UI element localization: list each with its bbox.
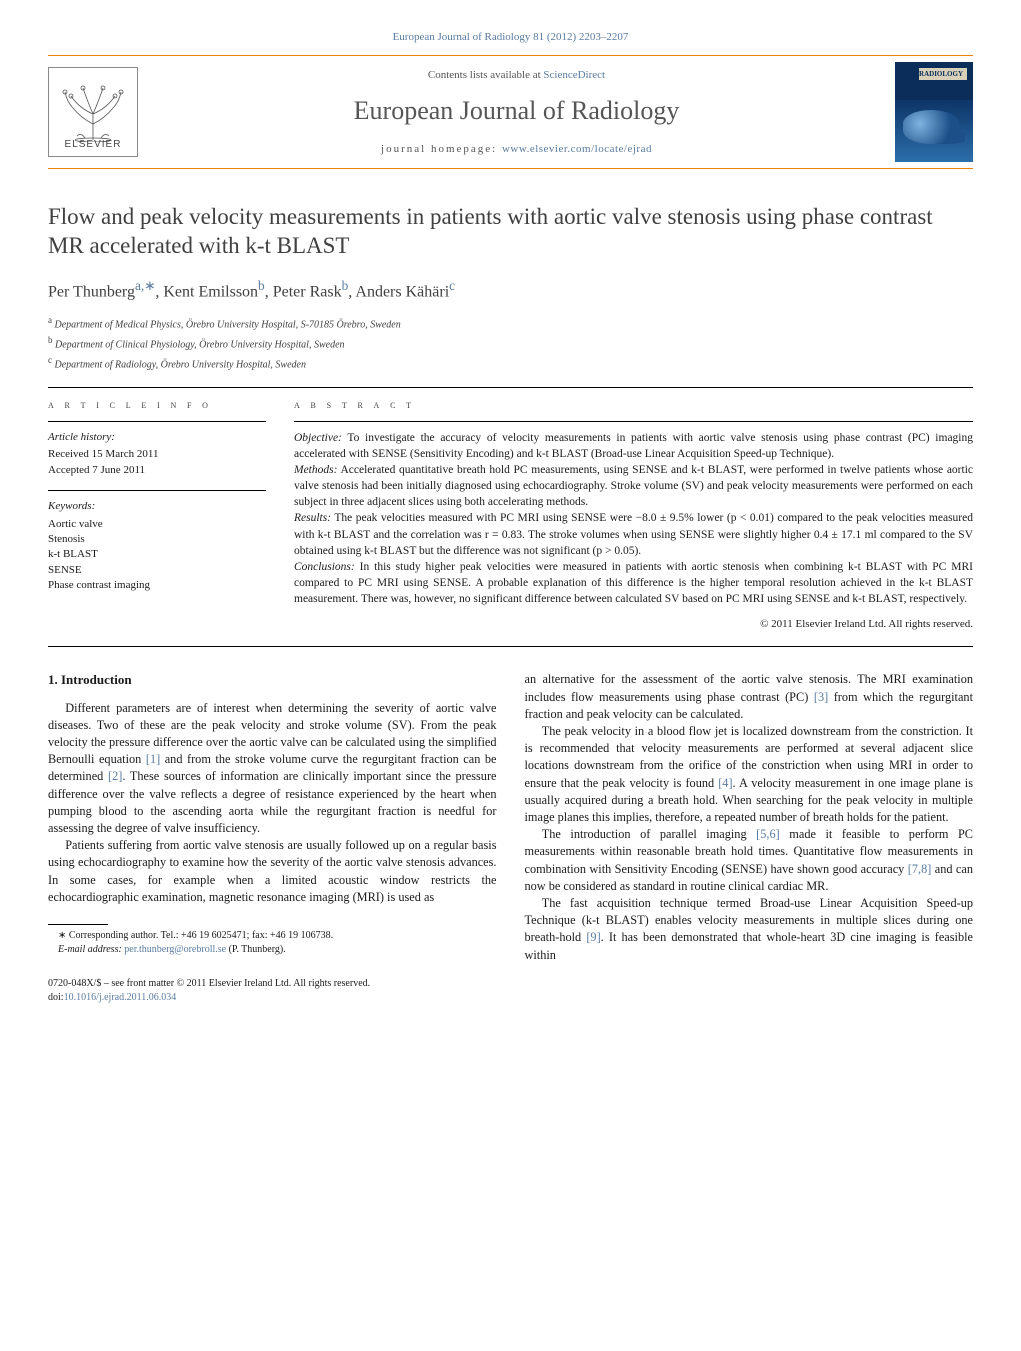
article-info-heading: a r t i c l e i n f o	[48, 398, 266, 413]
rule-under-history	[48, 490, 266, 491]
affil-text-c: Department of Radiology, Örebro Universi…	[55, 360, 306, 371]
authors-line: Per Thunberga,∗, Kent Emilssonb, Peter R…	[48, 277, 973, 304]
rule-below-abstract	[48, 646, 973, 647]
abstract-column: a b s t r a c t Objective: To investigat…	[294, 398, 973, 633]
abstract-objective: Objective: To investigate the accuracy o…	[294, 430, 973, 462]
abstract-methods: Methods: Accelerated quantitative breath…	[294, 462, 973, 510]
author-4-affil-link[interactable]: c	[449, 278, 455, 293]
doi-link[interactable]: 10.1016/j.ejrad.2011.06.034	[64, 992, 177, 1003]
ref-4-link[interactable]: [4]	[718, 776, 732, 790]
masthead-center: Contents lists available at ScienceDirec…	[154, 68, 879, 157]
article-info-column: a r t i c l e i n f o Article history: R…	[48, 398, 266, 633]
sciencedirect-link[interactable]: ScienceDirect	[543, 69, 605, 81]
contents-prefix: Contents lists available at	[428, 69, 543, 81]
keyword-3: k-t BLAST	[48, 547, 266, 562]
rule-under-info-heading	[48, 421, 266, 422]
homepage-prefix: journal homepage:	[381, 143, 502, 155]
methods-text: Accelerated quantitative breath hold PC …	[294, 464, 973, 508]
intro-p6: The fast acquisition technique termed Br…	[525, 895, 974, 964]
affil-sup-b: b	[48, 335, 53, 345]
masthead: ELSEVIER Contents lists available at Sci…	[48, 55, 973, 169]
ref-78-link[interactable]: [7,8]	[908, 862, 932, 876]
abstract-conclusions: Conclusions: In this study higher peak v…	[294, 559, 973, 607]
ref-56-link[interactable]: [5,6]	[756, 827, 780, 841]
keyword-1: Aortic valve	[48, 517, 266, 532]
abstract-copyright: © 2011 Elsevier Ireland Ltd. All rights …	[294, 617, 973, 632]
email-footnote: E-mail address: per.thunberg@orebroll.se…	[48, 943, 497, 957]
rule-under-abstract-heading	[294, 421, 973, 422]
homepage-link[interactable]: www.elsevier.com/locate/ejrad	[502, 143, 652, 155]
objective-label: Objective:	[294, 432, 342, 444]
journal-name: European Journal of Radiology	[154, 93, 879, 129]
cover-label: RADIOLOGY	[919, 70, 963, 80]
keyword-5: Phase contrast imaging	[48, 578, 266, 593]
affil-text-a: Department of Medical Physics, Örebro Un…	[55, 319, 401, 330]
history-heading: Article history:	[48, 430, 266, 445]
author-1-affil-link[interactable]: a,∗	[135, 278, 155, 293]
abstract-results: Results: The peak velocities measured wi…	[294, 510, 973, 558]
conclusions-text: In this study higher peak velocities wer…	[294, 561, 973, 605]
intro-p3: an alternative for the assessment of the…	[525, 671, 974, 723]
received-line: Received 15 March 2011	[48, 447, 266, 462]
methods-label: Methods:	[294, 464, 337, 476]
email-label: E-mail address:	[58, 944, 122, 955]
results-label: Results:	[294, 512, 331, 524]
affiliation-c: c Department of Radiology, Örebro Univer…	[48, 354, 973, 372]
section-1-heading: 1. Introduction	[48, 671, 497, 689]
keyword-4: SENSE	[48, 563, 266, 578]
corresponding-author-footnote: ∗ Corresponding author. Tel.: +46 19 602…	[48, 929, 497, 943]
affil-text-b: Department of Clinical Physiology, Örebr…	[55, 339, 345, 350]
body-two-column: 1. Introduction Different parameters are…	[48, 671, 973, 1005]
intro-p4: The peak velocity in a blood flow jet is…	[525, 723, 974, 826]
journal-homepage-line: journal homepage: www.elsevier.com/locat…	[154, 142, 879, 157]
issn-copyright-line: 0720-048X/$ – see front matter © 2011 El…	[48, 977, 497, 991]
affiliation-a: a Department of Medical Physics, Örebro …	[48, 314, 973, 332]
intro-p2: Patients suffering from aortic valve ste…	[48, 837, 497, 906]
contents-lists-line: Contents lists available at ScienceDirec…	[154, 68, 879, 83]
doi-line: doi:10.1016/j.ejrad.2011.06.034	[48, 991, 497, 1005]
results-text: The peak velocities measured with PC MRI…	[294, 512, 973, 556]
p5a: The introduction of parallel imaging	[542, 827, 756, 841]
article-front-matter: Flow and peak velocity measurements in p…	[48, 203, 973, 647]
doi-label: doi:	[48, 992, 64, 1003]
abstract-body: Objective: To investigate the accuracy o…	[294, 430, 973, 607]
email-suffix: (P. Thunberg).	[226, 944, 286, 955]
footnote-block: ∗ Corresponding author. Tel.: +46 19 602…	[48, 924, 497, 1005]
footnote-rule	[48, 924, 108, 925]
elsevier-logo: ELSEVIER	[48, 67, 138, 157]
info-abstract-row: a r t i c l e i n f o Article history: R…	[48, 398, 973, 633]
author-2: Kent Emilsson	[163, 283, 258, 300]
ref-3-link[interactable]: [3]	[814, 690, 828, 704]
objective-text: To investigate the accuracy of velocity …	[294, 432, 973, 460]
ref-2-link[interactable]: [2]	[108, 769, 122, 783]
journal-reference: European Journal of Radiology 81 (2012) …	[48, 30, 973, 45]
keywords-heading: Keywords:	[48, 499, 266, 514]
page-root: European Journal of Radiology 81 (2012) …	[0, 0, 1021, 1045]
keyword-2: Stenosis	[48, 532, 266, 547]
ref-1-link[interactable]: [1]	[146, 752, 160, 766]
author-2-affil-link[interactable]: b	[258, 278, 265, 293]
author-4: Anders Kähäri	[355, 283, 449, 300]
intro-p1: Different parameters are of interest whe…	[48, 700, 497, 838]
journal-cover-thumbnail: RADIOLOGY	[895, 62, 973, 162]
intro-p5: The introduction of parallel imaging [5,…	[525, 826, 974, 895]
ref-9-link[interactable]: [9]	[586, 930, 600, 944]
affil-sup-a: a	[48, 315, 52, 325]
elsevier-wordmark: ELSEVIER	[49, 138, 137, 152]
author-1: Per Thunberg	[48, 283, 135, 300]
author-3-affil-link[interactable]: b	[342, 278, 349, 293]
rule-above-info	[48, 387, 973, 388]
elsevier-tree-icon	[57, 74, 129, 142]
affiliation-b: b Department of Clinical Physiology, Öre…	[48, 334, 973, 352]
abstract-heading: a b s t r a c t	[294, 398, 973, 413]
article-title: Flow and peak velocity measurements in p…	[48, 203, 973, 261]
conclusions-label: Conclusions:	[294, 561, 355, 573]
journal-reference-link[interactable]: European Journal of Radiology 81 (2012) …	[393, 31, 629, 43]
email-link[interactable]: per.thunberg@orebroll.se	[124, 944, 226, 955]
accepted-line: Accepted 7 June 2011	[48, 463, 266, 478]
author-3: Peter Rask	[273, 283, 342, 300]
affil-sup-c: c	[48, 355, 52, 365]
